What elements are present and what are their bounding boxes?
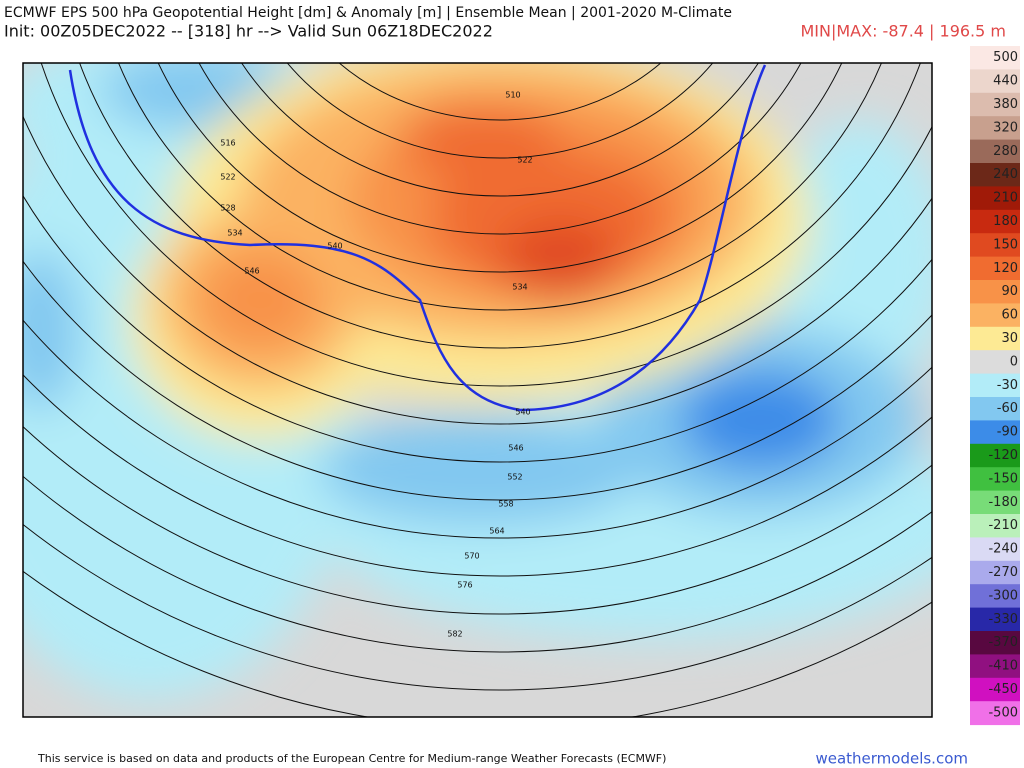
site-link[interactable]: weathermodels.com [815, 750, 968, 768]
colorbar-label: -300 [988, 588, 1018, 603]
colorbar-label: 280 [993, 144, 1018, 159]
contour-line [23, 374, 932, 577]
colorbar-label: -270 [988, 565, 1018, 580]
contour-line [157, 63, 843, 273]
colorbar-label: -330 [988, 612, 1018, 627]
colorbar-label: -370 [988, 635, 1018, 650]
colorbar-label: 0 [1010, 354, 1018, 369]
colorbar-cell [970, 46, 1020, 70]
colorbar-cell [970, 116, 1020, 141]
colorbar-label: 210 [993, 191, 1018, 206]
colorbar-label: 440 [993, 74, 1018, 89]
colorbar-cell [970, 514, 1020, 538]
contour-line [23, 523, 932, 691]
colorbar-cell [970, 443, 1020, 468]
colorbar-label: -500 [988, 705, 1018, 720]
colorbar-cell [970, 373, 1020, 398]
colorbar-label: 90 [1001, 284, 1018, 299]
colorbar-label: -450 [988, 682, 1018, 697]
contour-line [23, 114, 932, 425]
contour-line [241, 63, 759, 197]
title: ECMWF EPS 500 hPa Geopotential Height [d… [4, 5, 732, 21]
colorbar-cell [970, 467, 1020, 492]
contour-label: 564 [489, 527, 504, 536]
contour-label: 546 [508, 444, 523, 453]
colorbar-label: -90 [997, 425, 1018, 440]
colorbar-label: 500 [993, 50, 1018, 65]
contour-line [40, 63, 932, 387]
contour-label: 540 [327, 242, 342, 251]
contour-line [23, 475, 932, 653]
colorbar-cell [970, 397, 1020, 421]
colorbar-label: 320 [993, 120, 1018, 135]
colorbar-label: -180 [988, 495, 1018, 510]
colorbar-cell [970, 631, 1020, 655]
contour-label: 516 [220, 139, 235, 148]
colorbar-cell [970, 326, 1020, 351]
colorbar-cell [970, 186, 1020, 211]
colorbar-label: 30 [1001, 331, 1018, 346]
colorbar-cell [970, 350, 1020, 375]
colorbar-cell [970, 163, 1020, 187]
contour-line [198, 63, 802, 235]
colorbar-cell [970, 92, 1020, 117]
contour-label: 552 [507, 473, 522, 482]
colorbar-cell [970, 209, 1020, 234]
contour-line [23, 319, 932, 539]
colorbar-label: 180 [993, 214, 1018, 229]
contour-line [338, 63, 662, 121]
contour-line [286, 63, 714, 159]
contour-label: 558 [498, 500, 513, 509]
colorbar-cell [970, 654, 1020, 679]
contour-label: 582 [447, 630, 462, 639]
contour-line [23, 194, 932, 463]
colorbar-label: -30 [997, 378, 1018, 393]
colorbar-cell [970, 701, 1020, 726]
colorbar-cell [970, 139, 1020, 164]
contour-line [23, 425, 932, 615]
colorbar-label: 240 [993, 167, 1018, 182]
contour-label: 528 [220, 204, 235, 213]
contour-label: 510 [505, 91, 520, 100]
contour-label: 522 [220, 173, 235, 182]
colorbar-cell [970, 560, 1020, 585]
colorbar-cell [970, 420, 1020, 445]
colorbar-label: 150 [993, 237, 1018, 252]
contour-label: 546 [244, 267, 259, 276]
colorbar-label: -150 [988, 471, 1018, 486]
colorbar-cell [970, 233, 1020, 258]
contour-label: 570 [464, 552, 479, 561]
credit: This service is based on data and produc… [37, 752, 666, 765]
map: 516 522 528 534 540 546 510 522 534 540 546 552 558 5… [23, 63, 932, 717]
colorbar-cell [970, 303, 1020, 328]
contour-label: 534 [227, 229, 242, 238]
colorbar-cell [970, 280, 1020, 304]
colorbar-cell [970, 584, 1020, 609]
colorbar-label: -60 [997, 401, 1018, 416]
contour-line [79, 63, 921, 349]
colorbar-cell [970, 607, 1020, 632]
subtitle: Init: 00Z05DEC2022 -- [318] hr --> Valid… [4, 22, 493, 41]
contour-label: 576 [457, 581, 472, 590]
colorbar-cell [970, 490, 1020, 515]
colorbar-cell [970, 677, 1020, 702]
colorbar-cell [970, 69, 1020, 94]
contour-label: 540 [515, 408, 530, 417]
contour-label: 522 [517, 156, 532, 165]
colorbar-label: 380 [993, 97, 1018, 112]
colorbar-cell [970, 537, 1020, 562]
colorbar-label: 60 [1001, 308, 1018, 323]
min-max: MIN|MAX: -87.4 | 196.5 m [800, 22, 1006, 41]
colorbar-label: -210 [988, 518, 1018, 533]
colorbar-label: -120 [988, 448, 1018, 463]
colorbar-cell [970, 256, 1020, 281]
contour-line [118, 63, 882, 311]
contour-label: 534 [512, 283, 527, 292]
colorbar-label: -410 [988, 659, 1018, 674]
colorbar-label: -240 [988, 542, 1018, 557]
colorbar-label: 120 [993, 261, 1018, 276]
contour-line [23, 260, 932, 501]
